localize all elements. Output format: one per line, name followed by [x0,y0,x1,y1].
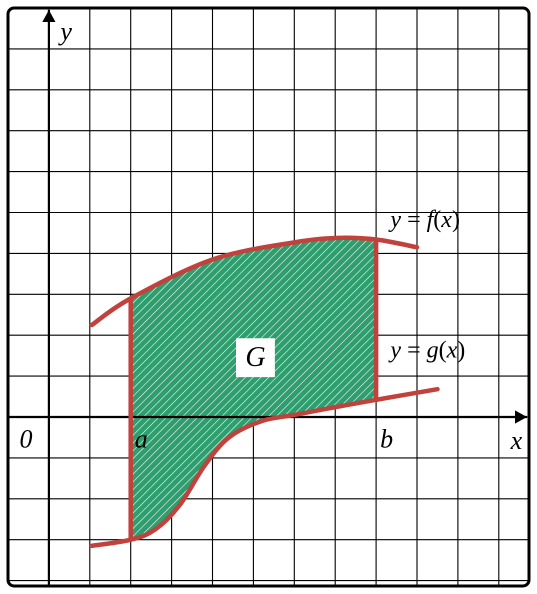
y-axis-label: y [57,17,72,46]
curve-f-label: y = f(x) [388,207,460,233]
a-tick-label: a [135,425,148,454]
integral-region-diagram: G 0 x y a b y = f(x) y = g(x) [0,0,537,594]
region-label: G [245,342,265,373]
b-tick-label: b [380,425,393,454]
curve-g-label: y = g(x) [388,338,465,364]
origin-label: 0 [19,425,32,454]
x-axis-label: x [510,426,523,455]
